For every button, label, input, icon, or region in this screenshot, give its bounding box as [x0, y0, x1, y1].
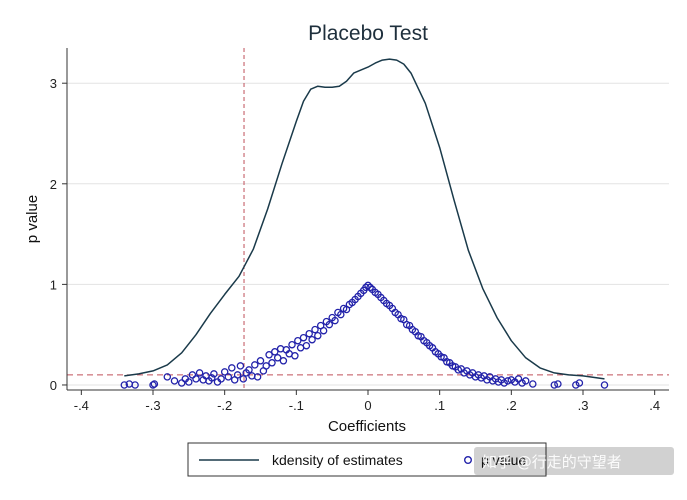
p-value-point — [131, 381, 139, 389]
p-value-point — [210, 370, 218, 378]
p-value-point — [504, 377, 512, 385]
p-value-point — [273, 354, 282, 362]
p-value-point — [299, 333, 308, 342]
legend: kdensity of estimates p value — [187, 442, 547, 477]
p-value-point — [279, 357, 288, 365]
p-value-point — [291, 352, 299, 360]
y-tick-label: 0 — [50, 378, 57, 393]
p-value-point — [170, 377, 179, 385]
chart-title: Placebo Test — [308, 22, 428, 45]
legend-kdensity-label: kdensity of estimates — [272, 452, 403, 468]
p-value-point — [305, 329, 313, 338]
p-value-point — [251, 361, 259, 369]
p-value-point — [575, 379, 584, 387]
p-value-point — [149, 381, 157, 389]
p-value-point — [233, 371, 242, 379]
p-value-point — [262, 362, 270, 370]
p-value-point — [217, 375, 225, 383]
legend-pvalue-swatch — [464, 456, 473, 465]
p-value-point — [236, 362, 245, 370]
y-tick-label: 1 — [50, 277, 57, 292]
watermark-backdrop — [474, 447, 674, 475]
x-tick-label: -.4 — [74, 398, 89, 413]
p-value-point — [228, 364, 236, 372]
p-value-point — [600, 381, 609, 389]
x-tick-label: -.2 — [217, 398, 232, 413]
axes: 0 1 2 3 -.4 -.3 -.2 -.1 0 .1 .2 .3 .4 — [50, 48, 669, 413]
p-value-point — [288, 340, 296, 349]
x-axis-title: Coefficients — [328, 418, 406, 435]
p-value-point — [366, 283, 374, 292]
p-value-point — [302, 341, 311, 350]
p-value-point — [265, 351, 273, 359]
watermark: 知乎 @行走的守望者 — [482, 453, 622, 471]
x-tick-label: .2 — [506, 398, 517, 413]
p-value-point — [192, 375, 200, 383]
p-value-point — [521, 377, 530, 385]
x-tick-label: 0 — [364, 398, 371, 413]
series-layer — [120, 58, 609, 389]
p-value-point — [195, 369, 204, 377]
p-value-point — [150, 380, 159, 388]
p-value-point — [185, 378, 193, 386]
x-tick-label: .4 — [649, 398, 660, 413]
p-value-point — [239, 375, 248, 383]
p-value-point — [550, 381, 559, 389]
p-value-point — [253, 373, 262, 381]
p-value-point — [220, 368, 229, 376]
p-value-point — [208, 374, 216, 382]
p-value-point — [163, 373, 172, 381]
p-value-point — [572, 381, 580, 389]
p-value-point — [308, 335, 316, 344]
y-axis-title: p value — [24, 195, 41, 243]
x-tick-label: -.3 — [145, 398, 160, 413]
p-value-point — [325, 320, 334, 329]
p-value-point — [224, 373, 233, 381]
plot-area — [67, 48, 669, 390]
p-value-point — [294, 336, 302, 345]
p-value-point — [337, 310, 345, 319]
x-tick-label: -.1 — [289, 398, 304, 413]
legend-pvalue-label: p value — [481, 452, 526, 468]
p-value-point — [311, 325, 319, 334]
p-value-point — [245, 366, 253, 374]
p-value-point — [529, 380, 537, 388]
x-tick-label: .1 — [434, 398, 445, 413]
p-value-point — [268, 359, 276, 367]
kdensity-line — [124, 58, 605, 380]
p-value-point — [362, 283, 370, 292]
p-value-point — [120, 381, 129, 389]
p-value-point — [319, 326, 328, 335]
p-value-point — [331, 316, 339, 325]
y-tick-label: 3 — [50, 76, 57, 91]
p-value-point — [314, 331, 322, 340]
y-tick-label: 2 — [50, 177, 57, 192]
p-value-point — [271, 348, 279, 356]
p-value-point — [554, 380, 562, 388]
p-value-point — [256, 357, 265, 365]
x-tick-label: .3 — [578, 398, 589, 413]
p-value-point — [364, 281, 372, 290]
